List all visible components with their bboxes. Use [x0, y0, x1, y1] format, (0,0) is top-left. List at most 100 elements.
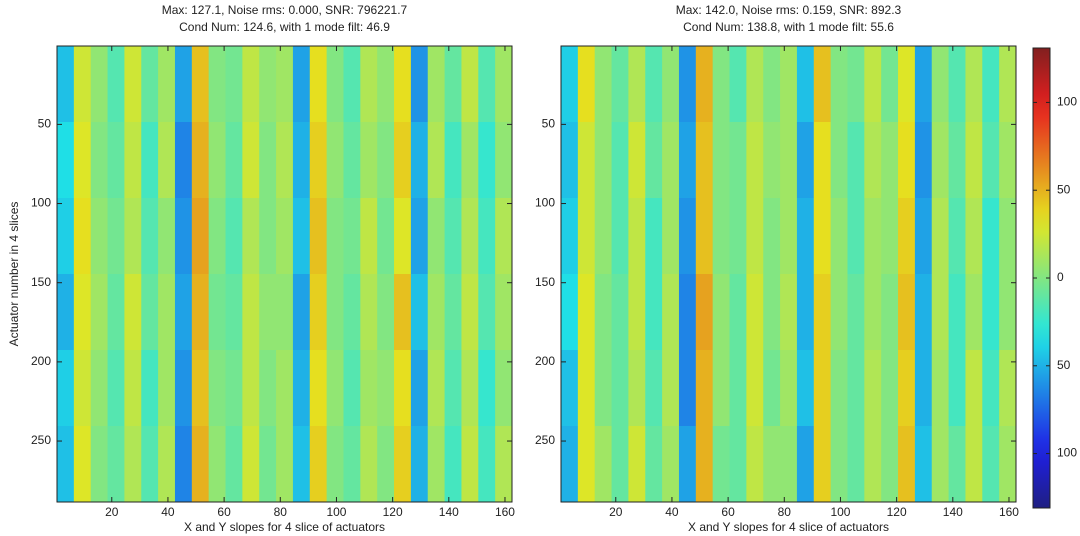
heatmap-cell [174, 198, 193, 275]
heatmap-cell [444, 350, 462, 427]
heatmap-cell [444, 122, 462, 199]
heatmap-cell [242, 350, 260, 427]
heatmap-cell [948, 46, 966, 123]
x-tick-label: 120 [383, 505, 403, 519]
heatmap-cell [90, 46, 109, 123]
y-tick-label: 150 [535, 275, 555, 289]
heatmap-cell [611, 350, 629, 427]
heatmap-cell [965, 426, 983, 503]
heatmap-cell [645, 350, 663, 427]
heatmap-cell [729, 122, 747, 199]
heatmap-cell [712, 274, 731, 351]
heatmap-cell [478, 122, 496, 199]
heatmap-cell [343, 426, 361, 503]
heatmap-cell [594, 122, 613, 199]
heatmap-cell [259, 350, 277, 427]
x-tick-label: 60 [721, 505, 735, 519]
heatmap-cell [628, 46, 646, 123]
heatmap-cell [628, 350, 646, 427]
heatmap-cell [645, 122, 663, 199]
heatmap-cell [594, 350, 613, 427]
heatmap-cell [292, 122, 311, 199]
heatmap-cell [695, 198, 714, 275]
heatmap-cell [259, 122, 277, 199]
heatmap-cell [695, 46, 714, 123]
heatmap-cell [73, 46, 92, 123]
heatmap-cell [158, 122, 176, 199]
heatmap-cell [662, 426, 680, 503]
y-tick-label: 200 [535, 354, 555, 368]
colorbar-tick-label: 100 [1057, 95, 1077, 109]
heatmap-cell [999, 198, 1017, 275]
heatmap-cell [73, 426, 92, 503]
heatmap-cell [881, 350, 899, 427]
heatmap-cell [73, 122, 92, 199]
chart-title: Max: 142.0, Noise rms: 0.159, SNR: 892.3 [676, 3, 902, 17]
heatmap-cell [461, 350, 479, 427]
heatmap-cell [174, 350, 193, 427]
heatmap-cell [343, 122, 361, 199]
heatmap-cell [763, 46, 781, 123]
heatmap-cell [427, 350, 446, 427]
heatmap-cell [847, 46, 865, 123]
y-tick-label: 250 [535, 433, 555, 447]
heatmap-cell [830, 198, 848, 275]
chart-title: Cond Num: 138.8, with 1 mode filt: 55.6 [683, 20, 894, 34]
heatmap-cell [276, 198, 294, 275]
heatmap-cell [478, 274, 496, 351]
heatmap-cell [444, 46, 462, 123]
heatmap-cell [427, 122, 446, 199]
heatmap-cell [628, 122, 646, 199]
heatmap-cell [898, 46, 916, 123]
heatmap-cell [191, 46, 210, 123]
x-axis-label: X and Y slopes for 4 slice of actuators [184, 520, 385, 534]
heatmap-cell [577, 122, 596, 199]
heatmap-cell [377, 274, 395, 351]
y-tick-label: 100 [535, 196, 555, 210]
heatmap-cell [259, 46, 277, 123]
heatmap-cell [208, 198, 227, 275]
heatmap-cell [662, 350, 680, 427]
heatmap-cell [225, 350, 243, 427]
heatmap-cell [73, 274, 92, 351]
heatmap-cell [780, 274, 798, 351]
x-tick-label: 100 [326, 505, 346, 519]
heatmap-cell [695, 274, 714, 351]
heatmap-cell [326, 46, 344, 123]
heatmap-cell [577, 46, 596, 123]
heatmap-cell [678, 350, 697, 427]
heatmap-cell [410, 274, 429, 351]
heatmap-cell [57, 46, 75, 123]
heatmap-cell [847, 198, 865, 275]
heatmap-cell [124, 46, 142, 123]
heatmap-cell [796, 426, 815, 503]
heatmap-cell [427, 426, 446, 503]
heatmap-cell [965, 350, 983, 427]
heatmap-cell [830, 274, 848, 351]
heatmap-cell [461, 46, 479, 123]
heatmap-cell [931, 198, 950, 275]
heatmap-cell [561, 46, 579, 123]
heatmap-cell [208, 274, 227, 351]
heatmap-cell [931, 274, 950, 351]
heatmap-cell [191, 198, 210, 275]
heatmap-cell [141, 198, 159, 275]
heatmap-cell [999, 350, 1017, 427]
heatmap-cell [780, 350, 798, 427]
heatmap-cell [326, 350, 344, 427]
heatmap-cell [57, 274, 75, 351]
heatmap-cell [377, 122, 395, 199]
heatmap-cell [107, 198, 125, 275]
heatmap-cell [864, 198, 882, 275]
heatmap-cell [461, 274, 479, 351]
x-tick-label: 120 [887, 505, 907, 519]
heatmap-cell [561, 122, 579, 199]
heatmap-cell [982, 274, 1000, 351]
heatmap-cell [729, 198, 747, 275]
heatmap-cell [478, 426, 496, 503]
heatmap-cell [561, 426, 579, 503]
heatmap-cell [678, 46, 697, 123]
heatmap-cell [309, 274, 328, 351]
heatmap-cell [813, 350, 832, 427]
heatmap-cell [796, 274, 815, 351]
